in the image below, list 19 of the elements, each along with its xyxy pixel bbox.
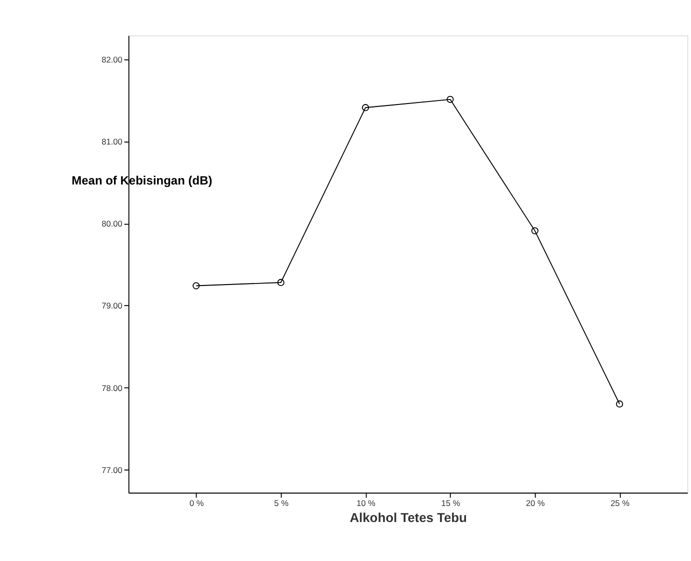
x-axis-title: Alkohol Tetes Tebu xyxy=(350,510,468,525)
y-tick-label: 77.00 xyxy=(102,464,123,475)
y-tick-label: 78.00 xyxy=(102,382,123,393)
point xyxy=(362,104,370,112)
x-tick-label: 25 % xyxy=(610,498,630,508)
y-tick-label: 82.00 xyxy=(102,54,123,64)
point xyxy=(277,278,284,286)
y-tick-label: 80.00 xyxy=(102,218,123,229)
point xyxy=(531,227,538,234)
y-tick-label: 81.00 xyxy=(102,136,123,147)
point xyxy=(616,400,624,408)
x-tick-label: 20 % xyxy=(526,498,546,508)
x-tick-label: 0 % xyxy=(189,498,204,508)
point xyxy=(446,96,454,103)
y-tick-label: 79.00 xyxy=(102,300,123,311)
x-tick-label: 5 % xyxy=(274,498,290,508)
x-tick-label: 10 % xyxy=(356,498,376,508)
point xyxy=(192,282,200,290)
x-tick-label: 15 % xyxy=(441,498,461,508)
